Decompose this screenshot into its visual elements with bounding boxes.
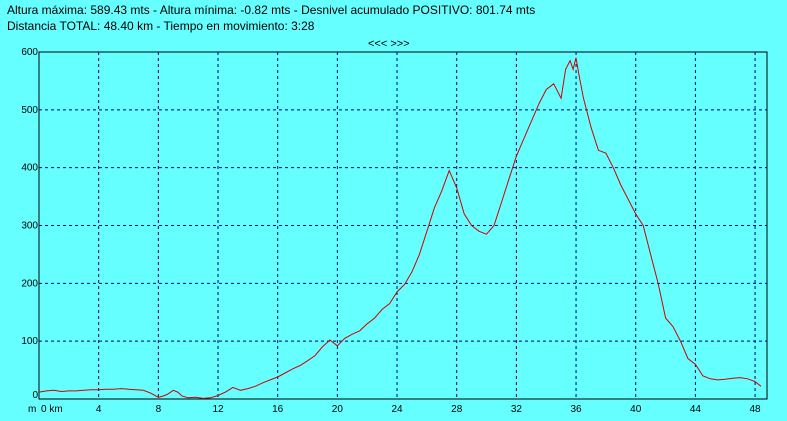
x-tick-label: 28 <box>451 404 463 415</box>
x-tick-label: 4 <box>96 404 102 415</box>
x-tick-label: 32 <box>511 404 523 415</box>
grid-lines <box>39 52 767 399</box>
y-axis-ticks: 100 200 300 400 500 600 0 <box>21 47 38 401</box>
x-tick-label: 24 <box>391 404 403 415</box>
y-tick-label: 500 <box>21 105 38 116</box>
nav-arrows-button[interactable]: <<< >>> <box>368 38 410 50</box>
y-tick-label: 400 <box>21 163 38 174</box>
stats-line-2: Distancia TOTAL: 48.40 km - Tiempo en mo… <box>7 19 315 33</box>
y-origin-label: 0 <box>32 390 38 401</box>
x-tick-label: 20 <box>332 404 344 415</box>
x-tick-label: 16 <box>272 404 284 415</box>
x-tick-label: 48 <box>750 404 762 415</box>
y-tick-label: 300 <box>21 221 38 232</box>
x-tick-label: 12 <box>212 404 224 415</box>
x-tick-label: 8 <box>156 404 162 415</box>
x-tick-label: 0 km <box>41 404 63 415</box>
stats-line-1: Altura máxima: 589.43 mts - Altura mínim… <box>7 3 536 17</box>
x-axis-ticks: 0 km 4 8 12 16 20 24 28 32 36 40 44 48m <box>28 404 761 415</box>
elevation-profile-line <box>38 57 762 399</box>
x-tick-label: 40 <box>630 404 642 415</box>
y-tick-label: 200 <box>21 278 38 289</box>
x-origin-unit-label: m <box>28 404 36 415</box>
x-tick-label: 36 <box>570 404 582 415</box>
y-tick-label: 600 <box>21 47 38 58</box>
x-tick-label: 44 <box>690 404 702 415</box>
y-tick-label: 100 <box>21 336 38 347</box>
